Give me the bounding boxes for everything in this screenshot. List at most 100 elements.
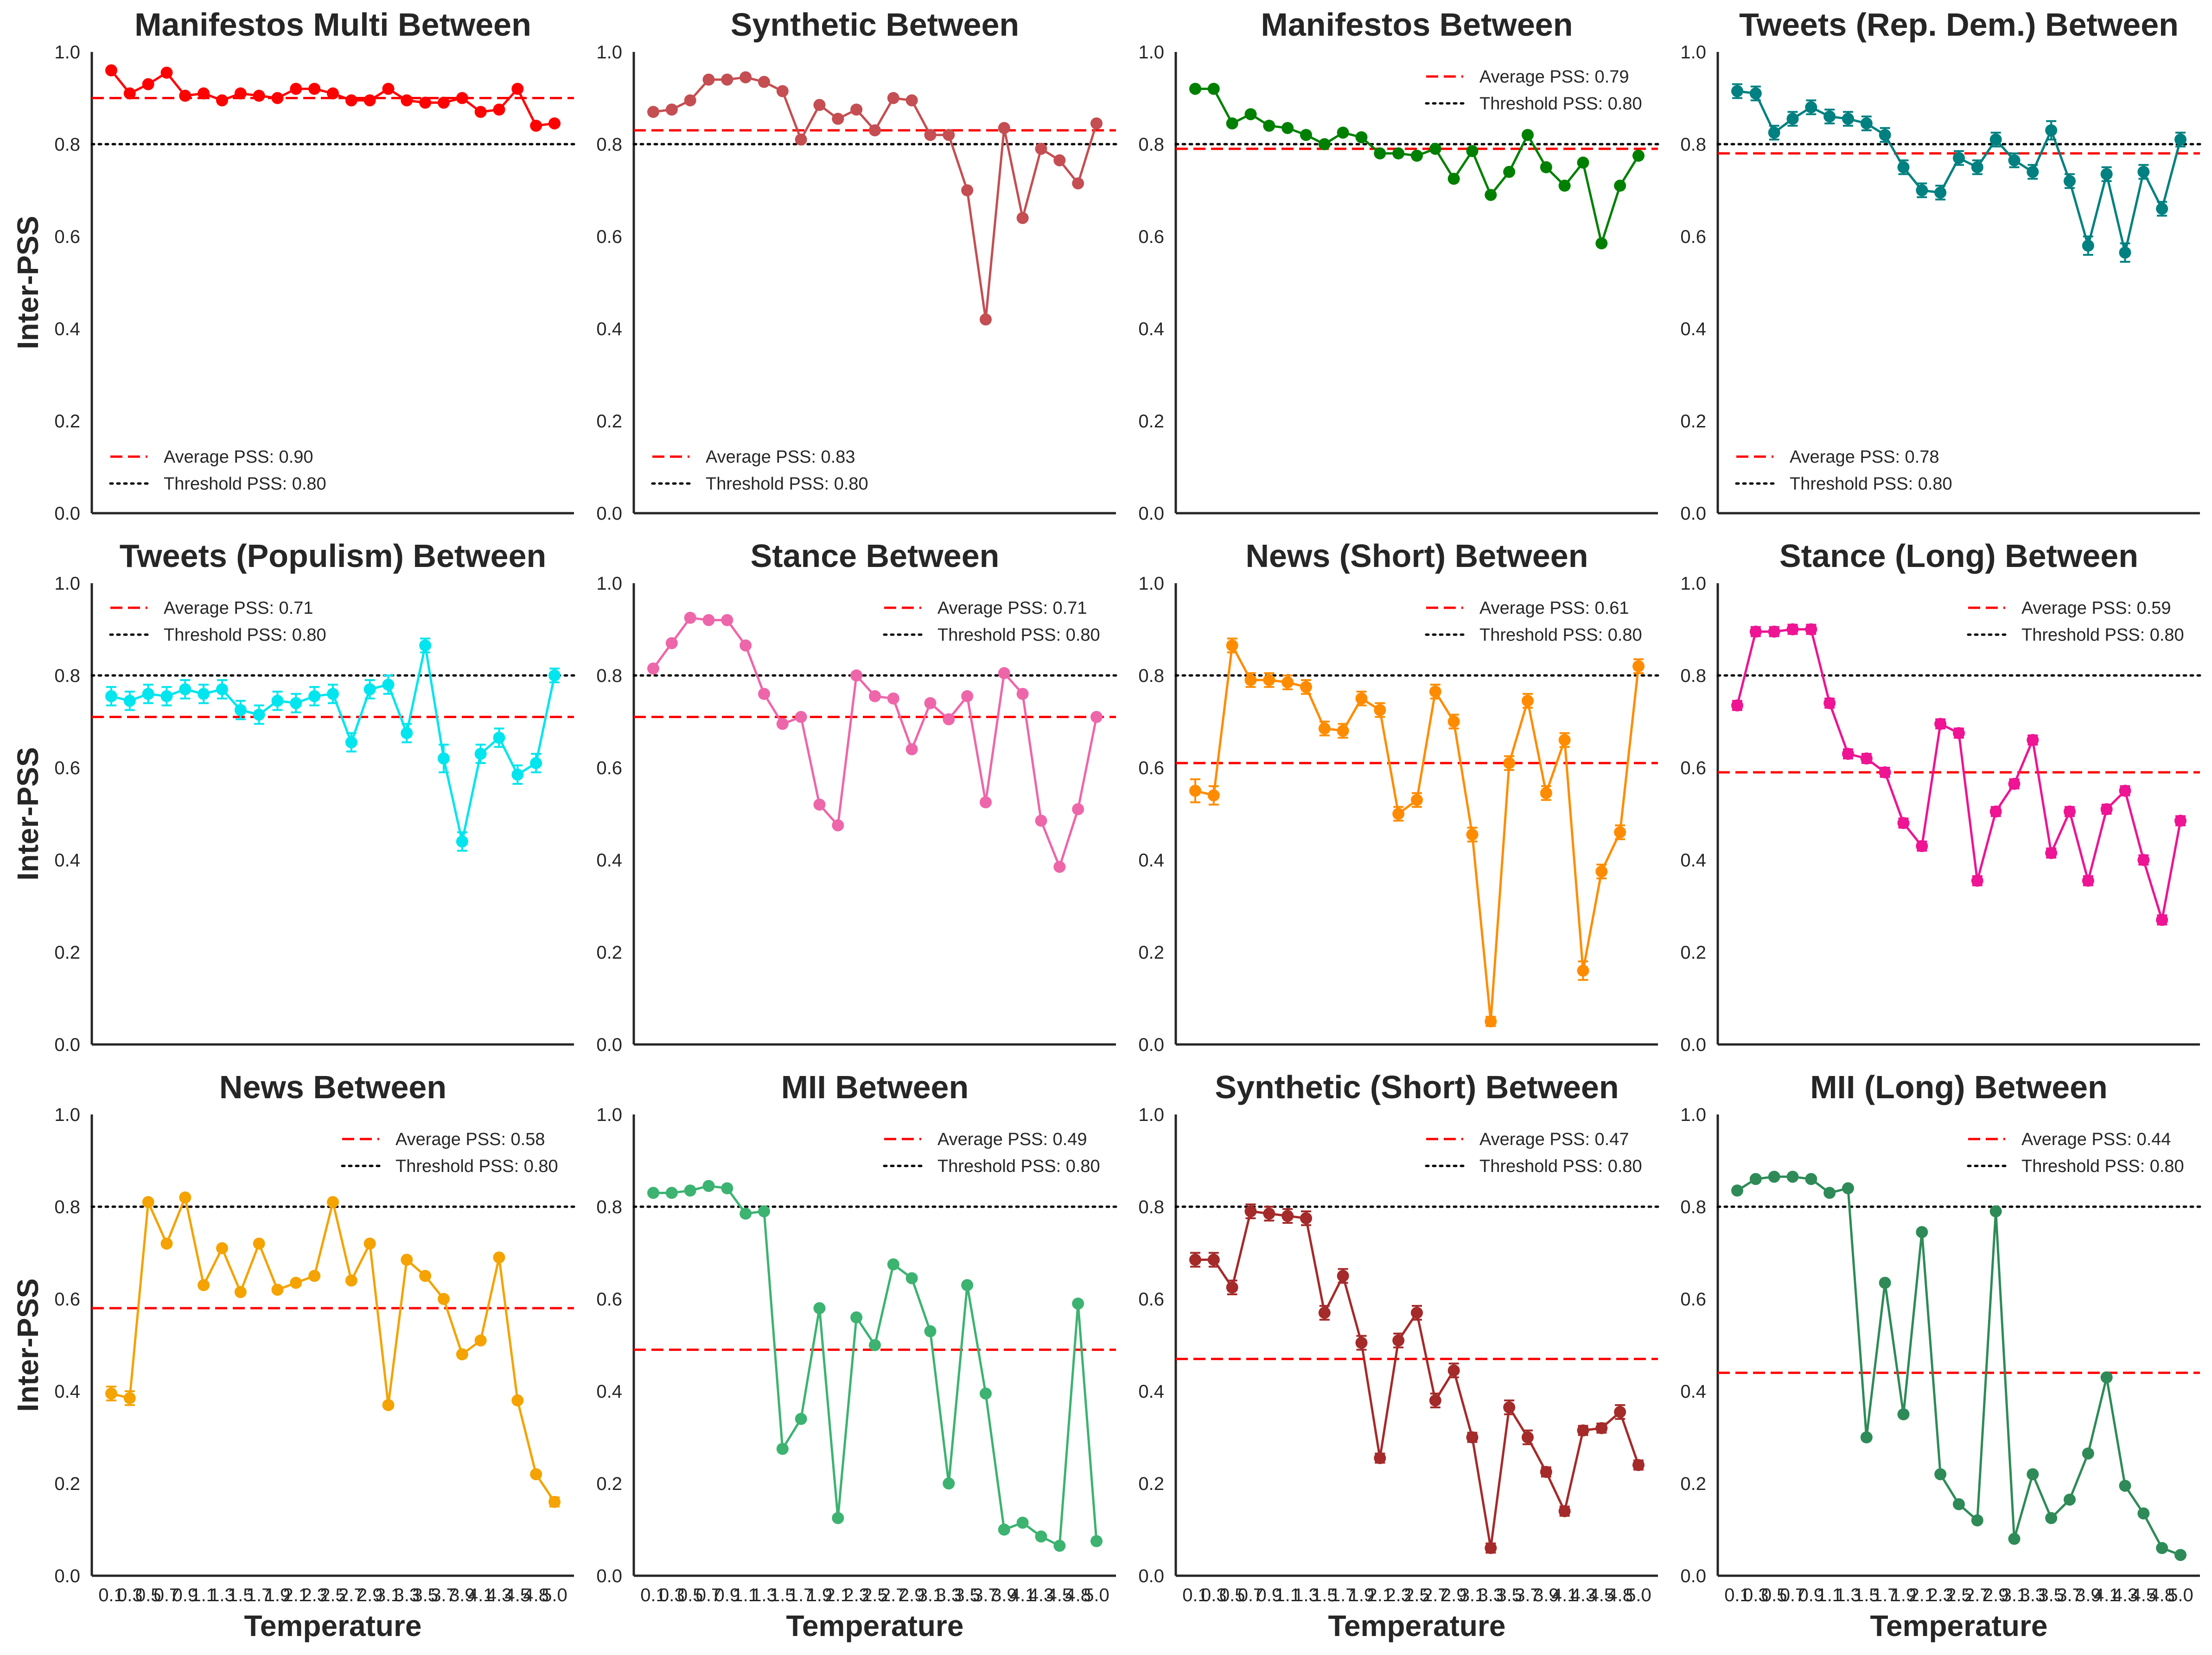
- data-point: [887, 1258, 899, 1271]
- y-tick-label: 0.4: [54, 319, 80, 339]
- data-point: [142, 78, 154, 90]
- data-point: [548, 669, 561, 681]
- data-point: [1595, 237, 1608, 249]
- data-point: [684, 1184, 696, 1197]
- y-tick-label: 0.8: [1138, 666, 1164, 686]
- data-point: [1429, 142, 1441, 155]
- x-axis-label: Temperature: [1870, 1609, 2048, 1642]
- data-point: [2082, 239, 2094, 252]
- x-tick-label: 1.3: [209, 1585, 235, 1605]
- data-point: [1503, 757, 1516, 770]
- data-point: [1879, 129, 1891, 141]
- data-point: [1244, 108, 1257, 121]
- y-tick-label: 0.0: [596, 1035, 622, 1055]
- data-point: [1860, 1431, 1873, 1444]
- data-point: [1035, 142, 1047, 155]
- data-point: [905, 1272, 918, 1285]
- y-tick-label: 0.6: [596, 227, 622, 247]
- data-point: [1558, 179, 1571, 192]
- x-tick-label: 4.3: [1028, 1585, 1054, 1605]
- x-tick-label: 2.5: [1946, 1585, 1972, 1605]
- data-point: [980, 313, 992, 326]
- data-point: [456, 92, 468, 104]
- data-point: [1392, 1334, 1405, 1347]
- data-point: [832, 819, 844, 832]
- data-point: [1768, 127, 1780, 139]
- data-point: [1318, 1306, 1331, 1319]
- x-tick-label: 0.3: [117, 1585, 143, 1605]
- data-point: [1485, 1542, 1497, 1554]
- data-point: [511, 1394, 524, 1407]
- chart-panel: Synthetic (Short) Between 0.0 0.2 0.4 0.6 0.8…: [1138, 1069, 1659, 1642]
- data-point: [1281, 1209, 1294, 1222]
- data-point: [1540, 1466, 1552, 1478]
- data-point: [1879, 766, 1891, 778]
- y-tick-label: 1.0: [596, 1105, 622, 1125]
- x-tick-label: 3.1: [376, 1585, 402, 1605]
- y-tick-label: 0.8: [596, 1197, 622, 1217]
- y-tick-label: 1.0: [54, 573, 80, 594]
- data-point: [382, 678, 395, 691]
- data-point: [308, 690, 321, 702]
- data-point: [1374, 704, 1386, 716]
- data-point: [1189, 83, 1201, 95]
- y-tick-label: 0.2: [1138, 942, 1164, 963]
- x-tick-label: 4.1: [1010, 1585, 1036, 1605]
- x-tick-label: 5.0: [1084, 1585, 1109, 1605]
- y-tick-label: 0.6: [1138, 1289, 1164, 1310]
- x-tick-label: 3.3: [394, 1585, 420, 1605]
- data-point: [105, 64, 117, 76]
- x-axis-label: Temperature: [244, 1609, 422, 1642]
- data-point: [1300, 681, 1312, 693]
- data-point: [1823, 697, 1836, 709]
- data-point: [1971, 874, 1983, 887]
- data-point: [2008, 777, 2021, 790]
- data-point: [943, 1477, 955, 1490]
- data-point: [647, 1187, 659, 1199]
- data-point: [850, 103, 863, 116]
- y-axis-label: Inter-PSS: [11, 1278, 45, 1412]
- data-point: [1595, 865, 1608, 878]
- x-tick-label: 3.3: [2020, 1585, 2046, 1605]
- y-tick-label: 0.2: [1138, 411, 1164, 432]
- data-point: [961, 1279, 974, 1292]
- data-point: [1522, 694, 1534, 707]
- data-point: [1281, 676, 1294, 688]
- data-point: [813, 1302, 826, 1314]
- legend-threshold-label: Threshold PSS: 0.80: [2021, 1157, 2184, 1176]
- data-point: [1503, 1401, 1516, 1413]
- legend: Average PSS: 0.79 Threshold PSS: 0.80: [1425, 67, 1642, 114]
- data-point: [2008, 154, 2021, 166]
- x-tick-label: 3.9: [991, 1585, 1017, 1605]
- data-point: [1749, 625, 1762, 638]
- data-point: [998, 122, 1010, 134]
- data-point: [253, 708, 265, 721]
- data-point: [1731, 699, 1743, 712]
- data-point: [493, 732, 505, 744]
- legend-threshold-label: Threshold PSS: 0.80: [164, 474, 326, 494]
- data-point: [1355, 692, 1368, 705]
- data-point: [647, 662, 659, 675]
- data-point: [1090, 117, 1103, 130]
- data-point: [887, 92, 899, 104]
- chart-panel: MII Between0.00.20.40.60.81.00.10.30.50.…: [596, 1069, 1117, 1642]
- data-point: [2137, 854, 2150, 866]
- y-tick-label: 0.0: [1138, 503, 1164, 524]
- x-tick-label: 3.1: [2002, 1585, 2027, 1605]
- x-tick-label: 5.0: [542, 1585, 567, 1605]
- chart-panel: Tweets (Populism) Between 0.0 0.2 0.4 0.6 0.8…: [11, 538, 575, 1055]
- data-point: [961, 184, 974, 197]
- y-tick-label: 1.0: [1680, 1105, 1706, 1125]
- data-point: [327, 87, 339, 100]
- data-point: [1090, 1535, 1103, 1547]
- y-tick-label: 0.8: [1138, 134, 1164, 155]
- x-tick-label: 3.1: [918, 1585, 943, 1605]
- data-point: [1411, 1306, 1423, 1319]
- data-point: [1842, 748, 1854, 760]
- data-point: [1263, 1207, 1275, 1220]
- data-point: [216, 1242, 228, 1254]
- y-tick-label: 0.2: [596, 411, 622, 432]
- y-tick-label: 0.2: [54, 942, 80, 963]
- x-tick-label: 1.3: [1835, 1585, 1861, 1605]
